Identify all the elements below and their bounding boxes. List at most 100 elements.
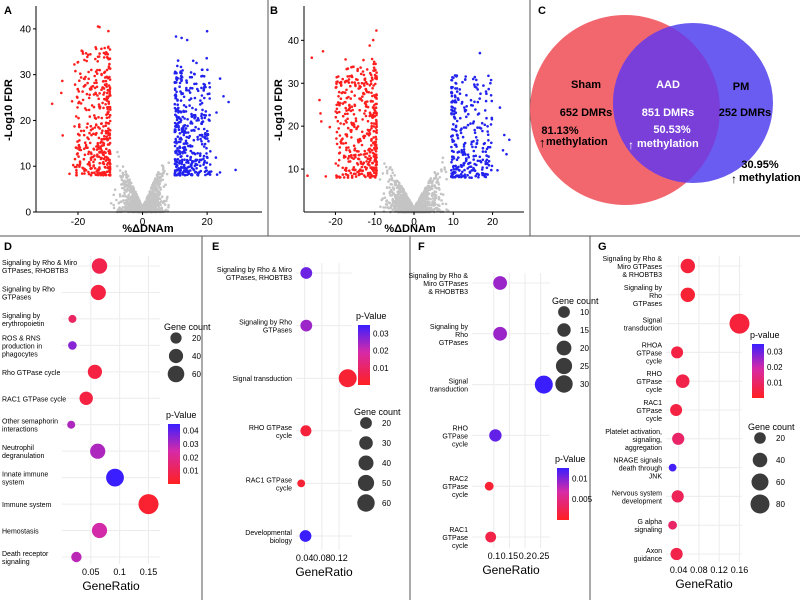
volcanoB-point-1143 xyxy=(360,165,364,169)
volcanoA-point-1387 xyxy=(97,116,100,119)
volcanoB-point-1346 xyxy=(370,144,373,147)
dotE-category-line: GTPases, RHOBTB3 xyxy=(226,275,292,282)
volcanoB-point-1164 xyxy=(336,119,340,123)
volcanoB-point-1505 xyxy=(375,138,378,141)
volcanoB-point-1692 xyxy=(467,155,471,159)
volcanoA-point-1480 xyxy=(105,68,109,72)
dotE-xlabel: GeneRatio xyxy=(295,565,353,579)
volcanoB-point-1731 xyxy=(465,105,469,108)
volcanoA-point-1417 xyxy=(102,137,105,141)
volcanoA-point-1619 xyxy=(177,128,181,132)
volcanoA-point-1517 xyxy=(101,161,105,165)
volcanoA-point-1338 xyxy=(95,170,98,173)
volcanoA-point-1474 xyxy=(108,133,111,137)
volcanoB-point-1411 xyxy=(375,147,378,150)
volcanoB-point-1481 xyxy=(373,114,376,118)
volcanoB-point-1500 xyxy=(348,169,351,172)
volcanoB-point-1211 xyxy=(347,81,351,84)
venn-sham-label: Sham xyxy=(571,79,601,91)
dotD-dot-7 xyxy=(90,443,106,459)
volcanoA-point-1325 xyxy=(108,62,111,66)
dotF-colorbar-title: p-Value xyxy=(555,454,585,464)
volcanoB-point-1012 xyxy=(419,197,422,201)
dotF-dot-2 xyxy=(534,375,553,394)
volcanoA-point-1896 xyxy=(201,68,204,71)
volcanoB-point-1553 xyxy=(357,140,360,144)
volcanoB-point-1155 xyxy=(350,75,354,79)
volcanoB-point-1402 xyxy=(319,112,322,115)
volcanoB-point-1149 xyxy=(337,90,341,94)
volcanoA-point-150 xyxy=(167,206,170,209)
volcanoB-point-1750 xyxy=(450,85,453,89)
volcanoA-point-1884 xyxy=(174,96,177,100)
volcanoB-point-1486 xyxy=(362,136,366,140)
volcanoA-point-1000 xyxy=(153,185,157,189)
volcanoA-point-1092 xyxy=(126,188,130,192)
volcanoB-point-880 xyxy=(431,202,434,205)
volcanoB-point-1816 xyxy=(463,141,467,145)
volcanoB-point-1401 xyxy=(360,172,364,176)
volcanoB-point-1367 xyxy=(360,130,364,134)
dotD-category-label-3: ROS & RNS production in phagocytes xyxy=(2,335,42,358)
volcanoA-point-1209 xyxy=(107,45,110,49)
volcanoB-point-1368 xyxy=(337,127,341,130)
volcanoB-point-1589 xyxy=(490,99,494,103)
volcanoA-point-1679 xyxy=(174,137,177,141)
volcanoA-point-1468 xyxy=(106,107,109,111)
volcanoA-point-1425 xyxy=(90,133,93,137)
dotE-sizelegend-dot-0 xyxy=(360,417,372,429)
volcanoB-point-1738 xyxy=(450,155,454,158)
volcanoB-point-1823 xyxy=(484,150,488,153)
dotG-category-label-0: Signaling by Rho & Miro GTPases & RHOBTB3 xyxy=(602,256,662,279)
dotG-category-line: aggregation xyxy=(625,445,662,452)
dotG-dot-6 xyxy=(672,432,685,445)
volcanoB-point-1666 xyxy=(450,158,454,161)
volcanoA-point-1461 xyxy=(98,25,101,29)
volcanoA-point-1098 xyxy=(132,198,136,201)
volcanoA-point-1026 xyxy=(120,200,123,203)
dotE-colorbar-tick-1: 0.02 xyxy=(373,347,389,356)
volcanoB-point-1841 xyxy=(457,156,460,159)
volcanoA-point-1933 xyxy=(201,74,204,78)
volcanoA-point-1394 xyxy=(92,105,96,109)
volcanoB-point-1733 xyxy=(469,165,473,168)
volcanoA-point-1041 xyxy=(159,207,163,211)
volcanoB-point-1455 xyxy=(356,163,360,166)
volcanoB-point-1725 xyxy=(464,78,467,81)
dotE-category-line: cycle xyxy=(276,433,292,440)
volcanoB-point-1363 xyxy=(350,176,354,179)
volcanoA-point-1182 xyxy=(84,75,87,79)
volcanoA-point-947 xyxy=(129,203,132,207)
dotG-category-line: & RHOBTB3 xyxy=(622,272,662,279)
dotE-sizelegend-dot-4 xyxy=(357,494,375,512)
dotE-category-line: GTPases xyxy=(263,328,293,335)
volcanoB-point-1525 xyxy=(350,121,353,125)
volcanoB-point-1408 xyxy=(355,149,359,153)
volcanoB-point-1332 xyxy=(374,126,378,129)
volcanoB-point-1835 xyxy=(454,100,458,104)
volcanoA-point-278 xyxy=(161,178,165,182)
dotD-xlabel: GeneRatio xyxy=(82,579,140,593)
volcanoB-point-1515 xyxy=(353,147,357,150)
volcanoA-point-1909 xyxy=(208,97,211,100)
dotD-sizelegend-dot-2 xyxy=(167,365,185,383)
volcanoB-point-1785 xyxy=(462,145,466,148)
volcanoA-point-1903 xyxy=(193,129,196,132)
volcanoA-point-1096 xyxy=(138,200,141,204)
volcanoA-point-1505 xyxy=(76,106,79,109)
venn-pm-count: 252 DMRs xyxy=(719,107,772,119)
volcanoA-point-1398 xyxy=(73,63,76,66)
volcanoA-point-1866 xyxy=(183,163,186,167)
volcanoA-point-1788 xyxy=(180,155,183,158)
volcanoB-point-1327 xyxy=(350,136,353,139)
volcanoA-ytick-label-3: 30 xyxy=(20,70,32,81)
volcanoA-point-219 xyxy=(165,199,168,203)
volcanoB-point-1705 xyxy=(478,97,482,100)
volcanoB-point-1238 xyxy=(346,75,350,78)
volcanoB-point-871 xyxy=(389,194,392,197)
volcanoB-point-1297 xyxy=(370,148,374,152)
volcanoB-point-943 xyxy=(399,196,403,199)
volcano-b-ylabel: -Log10 FDR xyxy=(273,79,285,141)
dotplot-e: Signaling by Rho & Miro GTPases, RHOBTB3S… xyxy=(217,263,401,579)
volcanoB-point-1356 xyxy=(353,94,357,97)
